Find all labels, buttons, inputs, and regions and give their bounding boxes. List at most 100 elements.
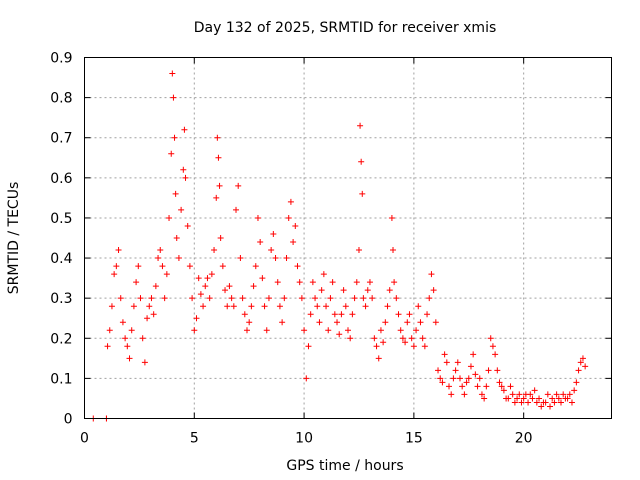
data-point	[369, 295, 376, 302]
y-tick-label: 0.6	[50, 171, 72, 187]
data-point	[182, 174, 189, 181]
data-point	[474, 383, 481, 390]
data-point	[338, 311, 345, 318]
data-point	[222, 287, 229, 294]
data-point	[117, 295, 124, 302]
data-point	[197, 291, 204, 298]
data-point	[141, 359, 148, 366]
data-point	[415, 303, 422, 310]
data-point	[417, 319, 424, 326]
data-point	[377, 327, 384, 334]
data-point	[246, 319, 253, 326]
data-point	[292, 222, 299, 229]
y-tick-label: 0.8	[50, 91, 72, 107]
data-point	[171, 134, 178, 141]
data-point	[531, 387, 538, 394]
data-point	[347, 335, 354, 342]
data-points	[90, 70, 589, 422]
data-point	[494, 367, 501, 374]
data-point	[159, 263, 166, 270]
data-point	[527, 391, 534, 398]
data-point	[483, 383, 490, 390]
data-point	[155, 255, 162, 262]
data-point	[478, 391, 485, 398]
data-point	[191, 327, 198, 334]
data-point	[430, 287, 437, 294]
data-point	[413, 327, 420, 334]
data-point	[152, 283, 159, 290]
data-point	[359, 190, 366, 197]
data-point	[355, 247, 362, 254]
data-point	[104, 343, 111, 350]
data-point	[254, 214, 261, 221]
data-point	[325, 327, 332, 334]
data-point	[334, 319, 341, 326]
data-point	[173, 235, 180, 241]
data-point	[575, 367, 582, 374]
data-point	[555, 395, 562, 402]
y-tick-label: 0.7	[50, 131, 72, 147]
data-point	[265, 295, 272, 302]
data-point	[243, 327, 250, 334]
data-point	[144, 315, 151, 322]
data-point	[226, 283, 233, 290]
data-point	[351, 295, 358, 302]
data-point	[228, 295, 235, 302]
data-point	[551, 399, 558, 406]
chart-title: Day 132 of 2025, SRMTID for receiver xmi…	[194, 20, 497, 36]
data-point	[452, 367, 459, 374]
data-point	[424, 311, 431, 318]
x-tick-label: 15	[405, 431, 423, 447]
data-point	[439, 379, 446, 386]
data-point	[233, 206, 240, 213]
data-point	[437, 375, 444, 382]
y-tick-labels: 0 0.1 0.2 0.3 0.4 0.5 0.6 0.7 0.8 0.9	[50, 51, 72, 428]
y-tick-label: 0.2	[50, 331, 72, 347]
data-point	[525, 399, 532, 406]
data-point	[435, 367, 442, 374]
data-point	[296, 279, 303, 286]
data-point	[150, 311, 157, 318]
data-point	[467, 363, 474, 370]
data-point	[327, 295, 334, 302]
data-point	[393, 295, 400, 302]
data-point	[529, 395, 536, 402]
data-point	[135, 263, 142, 270]
data-point	[454, 359, 461, 366]
data-point	[441, 351, 448, 358]
data-point	[213, 194, 220, 201]
data-point	[215, 154, 222, 161]
data-point	[272, 255, 279, 262]
data-point	[514, 395, 521, 402]
data-point	[421, 343, 428, 350]
data-point	[216, 182, 223, 189]
data-point	[172, 190, 179, 197]
data-point	[456, 375, 463, 382]
data-point	[276, 303, 283, 310]
data-point	[465, 375, 472, 382]
data-point	[241, 311, 248, 318]
data-point	[206, 295, 213, 302]
data-point	[175, 255, 182, 262]
data-point	[336, 331, 343, 338]
data-point	[547, 403, 554, 410]
data-point	[518, 399, 525, 406]
data-point	[148, 295, 155, 302]
data-point	[446, 383, 453, 390]
data-point	[200, 303, 207, 310]
data-point	[507, 383, 514, 390]
data-point	[448, 391, 455, 398]
data-point	[268, 247, 275, 254]
data-point	[349, 311, 356, 318]
data-point	[186, 263, 193, 270]
data-point	[366, 279, 373, 286]
data-point	[340, 287, 347, 294]
data-point	[303, 375, 310, 382]
data-point	[345, 327, 351, 334]
data-point	[375, 355, 382, 362]
data-point	[261, 303, 268, 310]
data-point	[566, 391, 573, 398]
data-point	[263, 327, 270, 334]
data-point	[235, 182, 242, 189]
data-point	[301, 327, 308, 334]
